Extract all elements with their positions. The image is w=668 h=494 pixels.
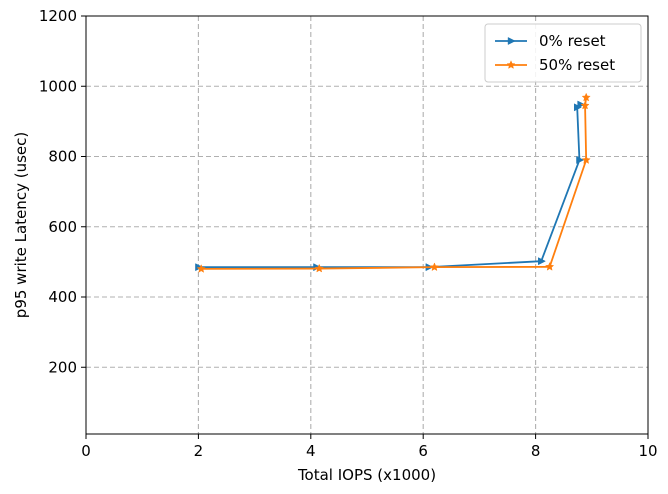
x-tick-label: 6 <box>418 442 428 460</box>
data-point <box>580 100 590 110</box>
series-1 <box>196 92 591 273</box>
plot-frame <box>85 15 649 435</box>
legend-label: 50% reset <box>539 56 615 74</box>
x-tick-label: 10 <box>638 442 657 460</box>
data-point <box>196 264 206 273</box>
legend-label: 0% reset <box>539 32 606 50</box>
y-tick-label: 400 <box>48 288 77 306</box>
x-tick-label: 0 <box>81 442 91 460</box>
axis-ticks <box>81 15 649 439</box>
data-point <box>429 262 440 272</box>
x-axis-label: Total IOPS (x1000) <box>297 466 436 484</box>
y-axis-label: p95 write Latency (usec) <box>12 132 30 318</box>
data-point <box>581 92 591 102</box>
series-0 <box>195 100 586 272</box>
data-point <box>545 261 555 271</box>
data-point <box>576 156 585 164</box>
x-tick-label: 4 <box>306 442 316 460</box>
y-tick-label: 200 <box>48 358 77 376</box>
series-layer <box>195 92 591 273</box>
x-tick-labels: 0 2 4 6 8 10 <box>81 442 657 460</box>
y-tick-label: 1200 <box>39 7 77 25</box>
legend-box <box>484 23 642 83</box>
y-tick-label: 600 <box>48 218 77 236</box>
series-line <box>197 103 582 269</box>
legend-marker <box>506 60 516 69</box>
series-line <box>200 96 588 270</box>
y-tick-label: 1000 <box>39 77 77 95</box>
data-point <box>314 263 324 273</box>
x-tick-label: 8 <box>531 442 541 460</box>
legend-marker <box>507 37 516 45</box>
y-tick-labels: 200 400 600 800 1000 1200 <box>39 7 77 376</box>
data-point <box>538 257 546 266</box>
legend: 0% reset 50% reset <box>484 23 642 83</box>
y-tick-label: 800 <box>48 148 77 166</box>
x-tick-label: 2 <box>194 442 204 460</box>
data-point <box>581 155 591 164</box>
